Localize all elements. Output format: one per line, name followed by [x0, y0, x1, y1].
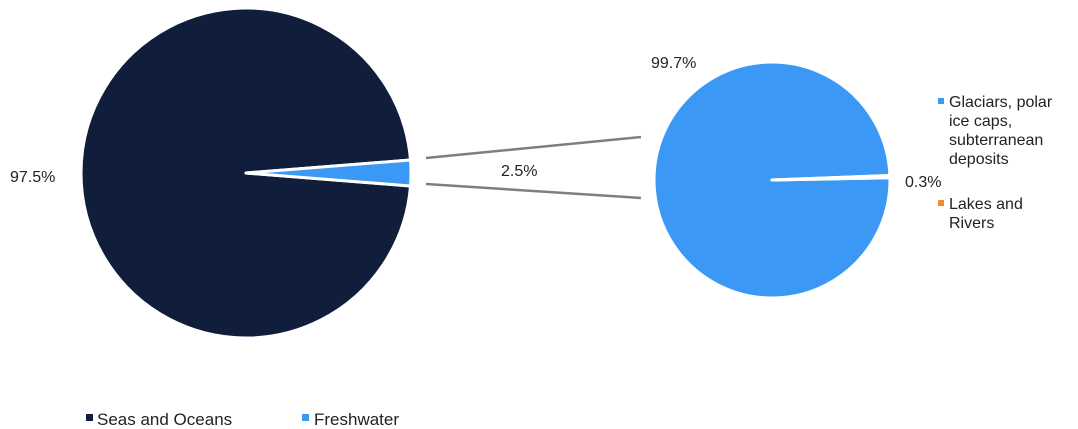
legend-label-glaciars: Glaciars, polar ice caps, subterranean d…: [949, 94, 1057, 168]
label-lakes-and-rivers: 0.3%: [905, 174, 941, 191]
legend-item-freshwater: Freshwater: [302, 410, 399, 429]
label-seas-and-oceans: 97.5%: [10, 169, 55, 186]
connector-upper: [425, 135, 642, 160]
legend-main: Seas and Oceans Freshwater: [86, 410, 399, 429]
legend-swatch-seas: [86, 414, 93, 421]
slice-lakes-and-rivers: [770, 174, 892, 182]
label-freshwater: 2.5%: [501, 163, 537, 180]
legend-secondary: Glaciars, polar ice caps, subterranean d…: [938, 94, 1057, 232]
connector-lower: [425, 182, 642, 200]
legend-item-lakes-and-rivers: Lakes and Rivers: [938, 196, 1027, 232]
legend-item-glaciars: Glaciars, polar ice caps, subterranean d…: [938, 94, 1057, 168]
legend-swatch-glaciars: [938, 98, 944, 104]
legend-item-seas-and-oceans: Seas and Oceans: [86, 410, 232, 429]
connector-lines: [425, 135, 642, 200]
label-glaciars: 99.7%: [651, 55, 696, 72]
legend-label-seas: Seas and Oceans: [97, 410, 232, 429]
legend-swatch-lakes: [938, 200, 944, 206]
secondary-pie: [652, 60, 892, 300]
legend-label-lakes: Lakes and Rivers: [949, 196, 1027, 232]
legend-label-freshwater: Freshwater: [314, 410, 399, 429]
legend-swatch-freshwater: [302, 414, 309, 421]
main-pie: [79, 6, 413, 340]
data-labels: 97.5% 2.5% 99.7% 0.3%: [10, 55, 941, 191]
slice-freshwater: [244, 158, 413, 188]
